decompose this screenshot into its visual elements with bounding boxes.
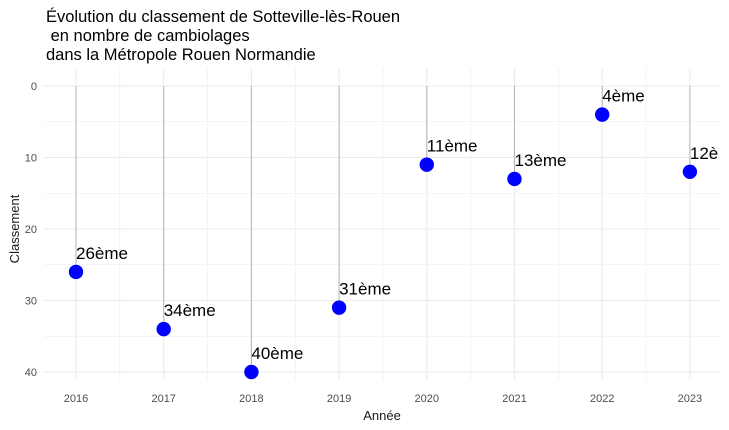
y-tick-label-20: 20 (25, 224, 37, 236)
x-axis-title: Année (363, 408, 401, 423)
x-tick-label-2018: 2018 (239, 393, 263, 405)
y-axis-title: Classement (7, 194, 22, 263)
y-tick-label-40: 40 (25, 367, 37, 379)
data-label-2021: 13ème (515, 151, 567, 170)
point-2021 (507, 171, 522, 187)
data-label-2022: 4ème (602, 87, 645, 106)
data-label-2019: 31ème (339, 280, 391, 299)
x-tick-label-2020: 2020 (415, 393, 439, 405)
grid-minor (44, 68, 721, 380)
point-2016 (68, 264, 84, 280)
x-axis-ticks: 2016 2017 2018 2019 2020 2021 2022 2023 (64, 393, 702, 405)
x-tick-label-2016: 2016 (64, 393, 88, 405)
data-label-2023: 12è (690, 144, 718, 163)
x-tick-label-2023: 2023 (678, 393, 702, 405)
point-2017 (156, 321, 171, 337)
data-label-2018: 40ème (251, 344, 303, 363)
x-tick-label-2017: 2017 (151, 393, 175, 405)
chart-title-line-1: Évolution du classement de Sotteville-lè… (46, 7, 400, 26)
y-tick-label-30: 30 (25, 296, 37, 308)
chart-title-line-2: en nombre de cambiolages (46, 27, 250, 45)
point-2020 (419, 157, 434, 172)
x-tick-label-2022: 2022 (590, 393, 614, 405)
data-label-2017: 34ème (164, 301, 216, 320)
grid-major (44, 68, 721, 380)
point-2018 (244, 364, 259, 380)
point-2022 (595, 107, 610, 122)
data-label-2020: 11ème (427, 137, 478, 156)
chart-title-line-3: dans la Métropole Rouen Normandie (46, 46, 316, 64)
y-tick-label-0: 0 (31, 81, 37, 93)
point-2023 (682, 164, 698, 179)
y-tick-label-10: 10 (25, 153, 37, 165)
x-tick-label-2021: 2021 (502, 393, 526, 405)
segments (75, 86, 691, 372)
point-2019 (331, 300, 347, 315)
x-tick-label-2019: 2019 (327, 393, 351, 405)
y-axis-ticks: 0 10 20 30 40 (25, 81, 37, 379)
data-label-2016: 26ème (76, 244, 128, 263)
data-labels: 26ème 34ème 40ème 31ème 11ème 13ème 4ème 12è (76, 87, 718, 363)
points (68, 107, 698, 380)
chart-title: Évolution du classement de Sotteville-lè… (46, 7, 400, 64)
